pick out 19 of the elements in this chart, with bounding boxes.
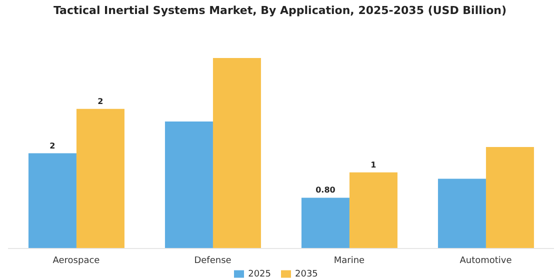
legend-label: 2025 <box>248 269 271 279</box>
bar <box>212 58 261 249</box>
data-label: 1 <box>370 160 377 170</box>
x-tick-label: Marine <box>334 256 366 266</box>
bar <box>438 178 486 249</box>
bar <box>76 108 124 249</box>
x-tick-label: Defense <box>194 256 232 266</box>
data-label: 0.80 <box>316 186 336 195</box>
bar <box>349 172 398 249</box>
data-label: 2 <box>50 141 56 150</box>
data-label: 2 <box>98 96 104 106</box>
x-tick-label: Aerospace <box>52 256 100 266</box>
bar <box>301 198 350 249</box>
bar <box>164 122 213 249</box>
bar <box>28 153 76 249</box>
chart-title: Tactical Inertial Systems Market, By Application, 2025-2035 (USD Billion) <box>52 4 508 17</box>
x-tick-label: Automotive <box>460 256 512 266</box>
bar <box>486 146 534 249</box>
legend-label: 2035 <box>295 269 318 279</box>
